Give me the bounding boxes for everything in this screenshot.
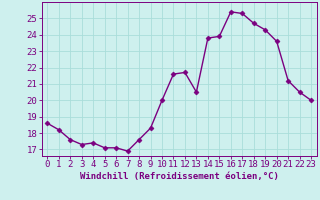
X-axis label: Windchill (Refroidissement éolien,°C): Windchill (Refroidissement éolien,°C) [80, 172, 279, 181]
